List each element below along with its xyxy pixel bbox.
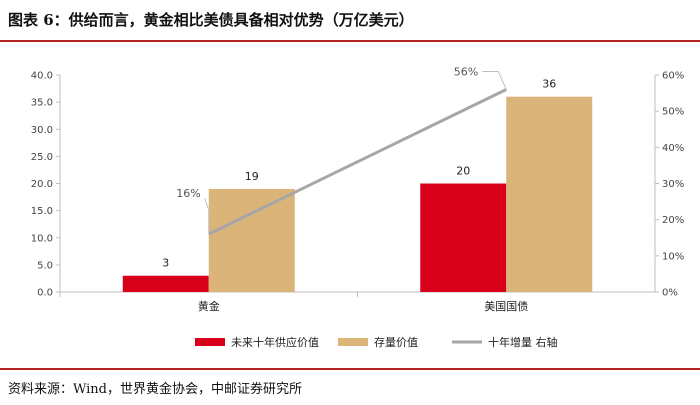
bar-stock — [208, 188, 295, 292]
bar-supply — [122, 275, 209, 292]
bar-line-chart: 0.0 5.0 10.0 15.0 20.0 25.0 30.0 35.0 40.0 0% 10% 2… — [31, 65, 685, 349]
y2-tick-label: 40% — [662, 143, 684, 154]
y-tick-label: 0.0 — [37, 288, 53, 299]
bar-data-label: 3 — [162, 257, 169, 270]
y2-tick-label: 0% — [662, 288, 678, 299]
x-category-label: 黄金 — [198, 299, 220, 313]
y2-tick-label: 10% — [662, 251, 684, 262]
y2-tick-label: 20% — [662, 215, 684, 226]
x-category-label: 美国国债 — [484, 299, 528, 313]
legend-swatch — [195, 338, 225, 346]
source-note: 资料来源：Wind，世界黄金协会，中邮证券研究所 — [8, 382, 302, 397]
y-tick-label: 15.0 — [31, 206, 53, 217]
y-tick-label: 5.0 — [37, 260, 53, 271]
y-tick-label: 35.0 — [31, 98, 53, 109]
line-data-label: 16% — [176, 187, 200, 200]
bar-data-label: 19 — [245, 170, 259, 183]
y2-tick-label: 30% — [662, 179, 684, 190]
line-data-label: 56% — [454, 65, 478, 78]
y-tick-label: 40.0 — [31, 71, 53, 82]
y2-tick-label: 60% — [662, 71, 684, 82]
line-label-leader — [204, 197, 210, 235]
source-bar: 资料来源：Wind，世界黄金协会，中邮证券研究所 — [0, 368, 700, 405]
legend-label: 存量价值 — [374, 335, 418, 349]
bar-supply — [420, 183, 507, 292]
y-tick-label: 10.0 — [31, 233, 53, 244]
y2-tick-label: 50% — [662, 107, 684, 118]
y-tick-label: 20.0 — [31, 179, 53, 190]
bar-data-label: 20 — [456, 165, 470, 178]
legend-label: 十年增量 右轴 — [488, 335, 558, 349]
chart-title: 图表 6：供给而言，黄金相比美债具备相对优势（万亿美元） — [8, 11, 414, 29]
bar-stock — [506, 96, 593, 292]
title-bar: 图表 6：供给而言，黄金相比美债具备相对优势（万亿美元） — [0, 0, 700, 42]
legend-label: 未来十年供应价值 — [231, 335, 319, 349]
line-label-leader — [482, 70, 507, 90]
y-tick-label: 25.0 — [31, 152, 53, 163]
bar-data-label: 36 — [542, 78, 556, 91]
legend-swatch — [338, 338, 368, 346]
line-increment — [208, 88, 507, 236]
y-tick-label: 30.0 — [31, 125, 53, 136]
